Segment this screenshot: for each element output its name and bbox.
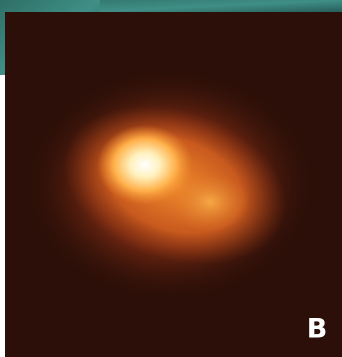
panel-label: B xyxy=(307,314,328,345)
photo: B xyxy=(5,12,342,357)
page: {"panel": {"label": "B"}} xyxy=(0,0,342,357)
figure: B xyxy=(0,0,342,357)
bright-core xyxy=(97,125,193,205)
